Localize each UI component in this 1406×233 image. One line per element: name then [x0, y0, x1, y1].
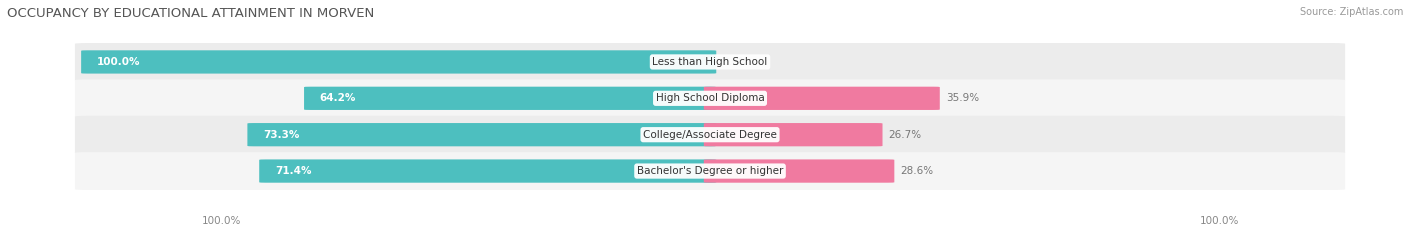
- Text: 100.0%: 100.0%: [97, 57, 141, 67]
- Text: OCCUPANCY BY EDUCATIONAL ATTAINMENT IN MORVEN: OCCUPANCY BY EDUCATIONAL ATTAINMENT IN M…: [7, 7, 374, 20]
- Text: 35.9%: 35.9%: [946, 93, 979, 103]
- FancyBboxPatch shape: [82, 50, 716, 74]
- Text: 100.0%: 100.0%: [201, 216, 240, 226]
- FancyBboxPatch shape: [247, 123, 716, 146]
- FancyBboxPatch shape: [704, 159, 894, 183]
- Text: 100.0%: 100.0%: [1201, 216, 1240, 226]
- FancyBboxPatch shape: [75, 43, 1346, 81]
- FancyBboxPatch shape: [75, 116, 1346, 154]
- Text: Source: ZipAtlas.com: Source: ZipAtlas.com: [1299, 7, 1403, 17]
- FancyBboxPatch shape: [75, 152, 1346, 190]
- Text: High School Diploma: High School Diploma: [655, 93, 765, 103]
- Text: College/Associate Degree: College/Associate Degree: [643, 130, 778, 140]
- FancyBboxPatch shape: [75, 79, 1346, 117]
- FancyBboxPatch shape: [704, 123, 883, 146]
- Text: 0.0%: 0.0%: [723, 57, 749, 67]
- Text: 64.2%: 64.2%: [319, 93, 356, 103]
- Text: 28.6%: 28.6%: [901, 166, 934, 176]
- Text: 73.3%: 73.3%: [263, 130, 299, 140]
- Text: 26.7%: 26.7%: [889, 130, 922, 140]
- FancyBboxPatch shape: [304, 87, 716, 110]
- Text: Bachelor's Degree or higher: Bachelor's Degree or higher: [637, 166, 783, 176]
- Text: Less than High School: Less than High School: [652, 57, 768, 67]
- FancyBboxPatch shape: [704, 87, 939, 110]
- FancyBboxPatch shape: [259, 159, 716, 183]
- Text: 71.4%: 71.4%: [274, 166, 311, 176]
